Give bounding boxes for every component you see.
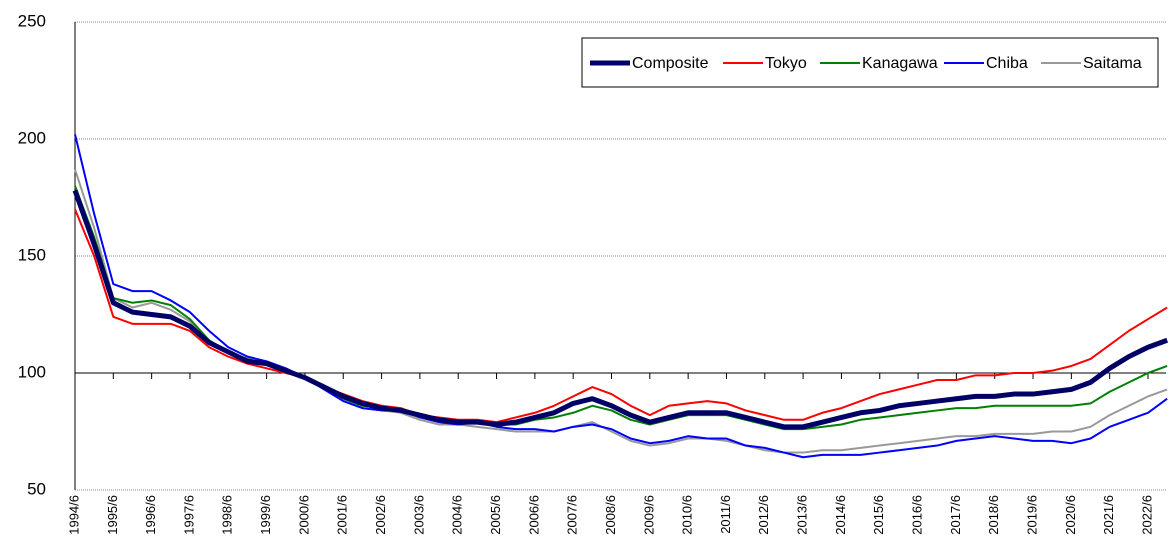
x-tick-label: 2003/6 (411, 495, 426, 535)
legend-label: Chiba (986, 55, 1028, 72)
legend-label: Composite (632, 55, 709, 72)
series-line (74, 208, 1168, 424)
legend-label: Tokyo (765, 55, 807, 72)
x-tick-label: 2014/6 (833, 495, 848, 535)
x-tick-label: 2022/6 (1139, 495, 1154, 535)
series-line (74, 185, 1168, 431)
x-tick-label: 2004/6 (450, 495, 465, 535)
x-tick-label: 2006/6 (526, 495, 541, 535)
x-tick-label: 2010/6 (680, 495, 695, 535)
y-tick-label: 100 (18, 362, 46, 381)
x-tick-label: 1998/6 (220, 495, 235, 535)
x-tick-label: 1995/6 (105, 495, 120, 535)
x-tick-label: 2021/6 (1101, 495, 1116, 535)
x-tick-label: 1999/6 (258, 495, 273, 535)
x-tick-label: 2009/6 (641, 495, 656, 535)
x-tick-label: 2007/6 (565, 495, 580, 535)
y-tick-label: 250 (18, 11, 46, 30)
x-tick-label: 2005/6 (488, 495, 503, 535)
legend-label: Kanagawa (862, 55, 938, 72)
x-tick-label: 2012/6 (756, 495, 771, 535)
x-tick-label: 2011/6 (718, 495, 733, 534)
series-line (72, 189, 1168, 430)
x-tick-label: 1997/6 (181, 495, 196, 535)
x-tick-label: 2019/6 (1024, 495, 1039, 535)
legend: Composite Tokyo Kanagawa Chiba Saitama (581, 37, 1159, 88)
series-line (74, 134, 1168, 459)
y-tick-label: 50 (27, 479, 46, 498)
x-tick-label: 2017/6 (948, 495, 963, 535)
x-tick-label: 2020/6 (1063, 495, 1078, 535)
y-tick-label: 150 (18, 245, 46, 264)
x-tick-label: 2001/6 (335, 495, 350, 535)
x-tick-label: 2013/6 (795, 495, 810, 535)
x-tick-label: 2015/6 (871, 495, 886, 535)
x-tick-label: 2018/6 (986, 495, 1001, 535)
x-tick-label: 1996/6 (143, 495, 158, 535)
x-tick-label: 1994/6 (66, 495, 81, 535)
legend-label: Saitama (1083, 55, 1142, 72)
x-tick-label: 2002/6 (373, 495, 388, 535)
x-tick-label: 2016/6 (910, 495, 925, 535)
y-tick-label: 200 (18, 128, 46, 147)
x-tick-label: 2000/6 (296, 495, 311, 535)
x-tick-label: 2008/6 (603, 495, 618, 535)
